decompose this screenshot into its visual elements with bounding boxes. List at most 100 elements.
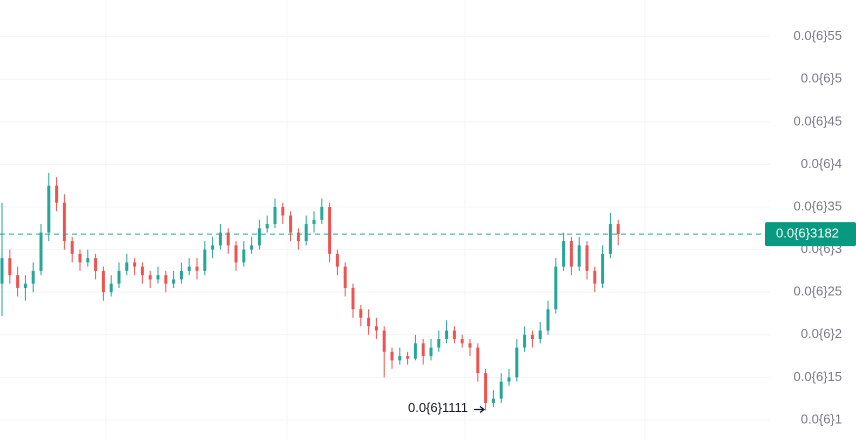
candle-body xyxy=(140,266,144,276)
candle-body xyxy=(554,266,558,310)
candle-body xyxy=(593,270,597,284)
candle-body xyxy=(0,258,4,284)
candle-body xyxy=(413,343,417,359)
candle-body xyxy=(523,334,527,348)
candle-body xyxy=(117,270,121,284)
candle-body xyxy=(437,339,441,348)
candle-body xyxy=(374,326,378,331)
candle-body xyxy=(569,241,573,267)
candle-body xyxy=(281,207,285,216)
y-tick-label: 0.0{6}15 xyxy=(794,369,842,384)
candle-body xyxy=(125,262,129,271)
candle-body xyxy=(398,356,402,361)
candle-body xyxy=(562,241,566,267)
grid: 0.0{6}10.0{6}150.0{6}20.0{6}250.0{6}30.0… xyxy=(0,28,842,426)
y-tick-label: 0.0{6}45 xyxy=(794,113,842,128)
candle-body xyxy=(445,330,449,340)
candle-body xyxy=(156,275,160,280)
candle-body xyxy=(421,343,425,357)
last-price-tag xyxy=(765,222,856,247)
candle-body xyxy=(577,245,581,267)
y-tick-label: 0.0{6}5 xyxy=(801,71,842,86)
candle-body xyxy=(62,202,66,242)
candle-body xyxy=(86,258,90,263)
candle-body xyxy=(289,215,293,233)
y-tick-label: 0.0{6}2 xyxy=(801,326,842,341)
candle-body xyxy=(250,245,254,250)
y-tick-label: 0.0{6}4 xyxy=(801,156,842,171)
candle-body xyxy=(257,228,261,246)
candle-body xyxy=(546,309,550,331)
candle-body xyxy=(507,377,511,382)
y-tick-label: 0.0{6}55 xyxy=(794,28,842,43)
candle-body xyxy=(616,224,620,235)
candle-body xyxy=(296,232,300,242)
candle-body xyxy=(538,330,542,340)
candle-body xyxy=(328,207,332,254)
candle-body xyxy=(211,245,215,250)
candle-body xyxy=(101,270,105,293)
candle-body xyxy=(515,347,519,378)
candle-body xyxy=(390,351,394,361)
candle-body xyxy=(179,270,183,280)
candle-body xyxy=(406,356,410,359)
candle-body xyxy=(367,317,371,327)
candle-body xyxy=(94,258,98,271)
candle-body xyxy=(499,381,503,399)
candle-body xyxy=(265,224,269,229)
candle-body xyxy=(601,253,605,284)
candle-body xyxy=(312,219,316,225)
candle-body xyxy=(8,258,12,276)
candle-body xyxy=(31,270,35,284)
overlay: 0.0{6}3182 0.0{6}1111 xyxy=(0,222,856,415)
low-marker-arrow xyxy=(474,406,486,414)
candle-body xyxy=(234,245,238,263)
candle-body xyxy=(452,330,456,340)
candle-body xyxy=(530,334,534,340)
candle-body xyxy=(109,283,113,293)
candle-body xyxy=(335,253,339,267)
candle-body xyxy=(429,347,433,357)
candle-body xyxy=(55,185,59,203)
candle-body xyxy=(484,373,488,403)
last-price-label: 0.0{6}3182 xyxy=(776,226,839,241)
candle-body xyxy=(23,283,27,288)
candle-body xyxy=(203,249,207,271)
candle-body xyxy=(78,253,82,263)
candle-body xyxy=(47,185,51,233)
candle-body xyxy=(226,232,230,246)
candle-body xyxy=(39,232,43,271)
candle-body xyxy=(608,224,612,254)
candle-body xyxy=(164,275,168,284)
candle-body xyxy=(273,207,277,225)
candle-body xyxy=(351,287,355,310)
candle-body xyxy=(195,266,199,271)
y-tick-label: 0.0{6}1 xyxy=(801,411,842,426)
candle-body xyxy=(187,266,191,271)
time-grid xyxy=(105,0,646,440)
y-tick-label: 0.0{6}35 xyxy=(794,198,842,213)
candle-body xyxy=(133,262,137,267)
candle-body xyxy=(359,309,363,318)
candle-body xyxy=(382,330,386,352)
candle-body xyxy=(70,241,74,254)
candle-body xyxy=(172,279,176,284)
candles xyxy=(0,172,620,411)
candle-body xyxy=(585,245,589,271)
candle-body xyxy=(304,224,308,242)
candle-body xyxy=(16,275,20,288)
low-marker-label: 0.0{6}1111 xyxy=(408,400,468,415)
candle-body xyxy=(148,275,152,280)
candle-body xyxy=(242,249,246,263)
candle-body xyxy=(491,398,495,403)
candle-body xyxy=(476,347,480,374)
candle-body xyxy=(468,343,472,348)
candle-body xyxy=(218,232,222,246)
y-tick-label: 0.0{6}25 xyxy=(794,284,842,299)
candle-body xyxy=(460,339,464,344)
candle-body xyxy=(343,266,347,288)
candle-body xyxy=(320,207,324,220)
